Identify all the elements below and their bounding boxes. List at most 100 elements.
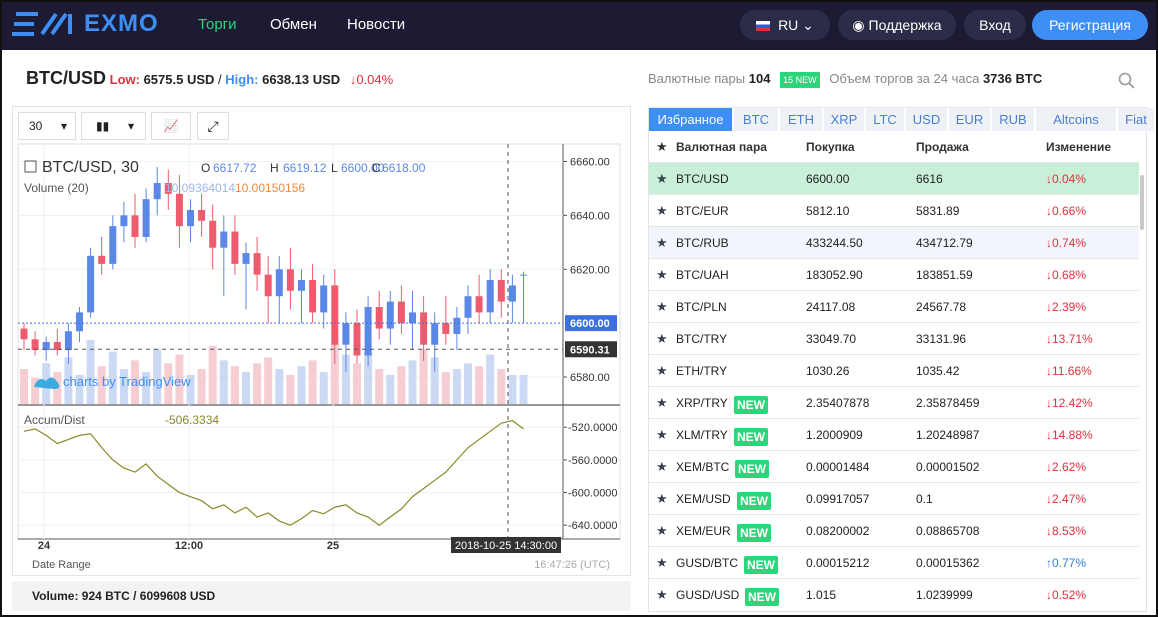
candle-body xyxy=(364,306,372,356)
row[interactable] xyxy=(649,322,1139,354)
low: 6575.5 USD xyxy=(143,72,215,87)
tab[interactable]: Altcoins xyxy=(1036,108,1116,131)
tab[interactable]: ETH xyxy=(780,108,822,131)
row[interactable] xyxy=(649,354,1139,386)
chart-type[interactable]: ▮▮ ▾ xyxy=(81,112,146,140)
tab[interactable]: RUB xyxy=(992,108,1034,131)
tab[interactable]: USD xyxy=(906,108,947,131)
lang-select[interactable]: RU ⌄ xyxy=(740,10,830,40)
row[interactable] xyxy=(649,578,1139,610)
y-tick-label: -520.0000 xyxy=(568,422,618,434)
volume-bar xyxy=(464,363,472,404)
indicators-button[interactable]: 📈 xyxy=(151,112,191,140)
change: ↓14.88% xyxy=(1046,428,1093,442)
cross-time-label: 2018-10-25 14:30:00 xyxy=(455,540,557,552)
candle-body xyxy=(298,280,305,291)
star[interactable]: ★ xyxy=(656,555,668,570)
row[interactable] xyxy=(649,258,1139,290)
new-badge: NEW xyxy=(745,588,779,606)
low-label: Low: xyxy=(109,72,140,87)
star[interactable]: ★ xyxy=(656,459,668,474)
tab[interactable]: XRP xyxy=(824,108,864,131)
row[interactable] xyxy=(649,546,1139,578)
ohlc-value: 6619.12 xyxy=(283,161,327,175)
candle-body xyxy=(220,231,228,248)
volume-value: 10.00150156 xyxy=(235,181,305,195)
row[interactable] xyxy=(649,290,1139,322)
column-header: Валютная пара xyxy=(676,140,767,154)
row[interactable] xyxy=(649,482,1139,514)
candle-body xyxy=(253,253,261,275)
menu-item[interactable]: Новости xyxy=(347,16,406,33)
star[interactable]: ★ xyxy=(656,267,668,282)
register-button[interactable]: Регистрация xyxy=(1032,10,1148,40)
sell: 1.20248987 xyxy=(916,428,980,442)
tab[interactable]: Избранное xyxy=(649,108,732,131)
row[interactable] xyxy=(649,386,1139,418)
row[interactable] xyxy=(649,514,1139,546)
fullscreen-button[interactable]: ⤢ xyxy=(197,112,229,140)
row[interactable] xyxy=(649,450,1139,482)
candle-body xyxy=(76,312,83,332)
sell: 33131.96 xyxy=(916,332,967,346)
clock: 16:47:26 (UTC) xyxy=(534,559,610,571)
star[interactable]: ★ xyxy=(656,395,668,410)
menu-item[interactable]: Обмен xyxy=(270,16,317,33)
star[interactable]: ★ xyxy=(656,363,668,378)
tab[interactable]: LTC xyxy=(866,108,904,131)
new-badge: NEW xyxy=(744,556,778,574)
row[interactable] xyxy=(649,418,1139,450)
row[interactable] xyxy=(649,194,1139,226)
menu-item[interactable]: Торги xyxy=(198,16,237,33)
volume-bar xyxy=(408,360,417,404)
last-price-tag xyxy=(565,315,617,332)
volume-bar xyxy=(330,342,339,404)
change: ↓2.47% xyxy=(1046,492,1087,506)
login-button[interactable]: Вход xyxy=(964,10,1026,40)
tab[interactable]: BTC xyxy=(734,108,778,131)
tab[interactable]: Fiat xyxy=(1118,108,1154,131)
star[interactable]: ★ xyxy=(656,299,668,314)
row[interactable] xyxy=(649,162,1139,194)
change: ↓0.74% xyxy=(1046,236,1087,250)
watermark: charts by TradingView xyxy=(63,374,191,389)
volume-value: 10.09364014 xyxy=(165,181,235,195)
ohlc-value: 6618.00 xyxy=(382,161,426,175)
volume-bar xyxy=(142,372,151,404)
row[interactable] xyxy=(649,226,1139,258)
volume-bar xyxy=(286,374,295,404)
star[interactable]: ★ xyxy=(656,171,668,186)
volume-bar xyxy=(219,360,228,404)
star[interactable]: ★ xyxy=(656,427,668,442)
candle-body xyxy=(453,317,461,334)
change: ↓13.71% xyxy=(1046,332,1093,346)
candle-body xyxy=(353,323,361,356)
change: ↓0.04% xyxy=(1046,172,1087,186)
column-header: Покупка xyxy=(806,140,855,154)
star[interactable]: ★ xyxy=(656,587,668,602)
column-header: Изменение xyxy=(1046,140,1112,154)
candle-body xyxy=(331,285,339,345)
pair: XEM/BTC xyxy=(676,460,730,474)
interval-select[interactable]: 30 ▾ xyxy=(18,112,76,140)
candle-body xyxy=(231,231,239,264)
buy: 1.2000909 xyxy=(806,428,863,442)
volume-bar xyxy=(208,345,217,404)
pair: XEM/USD xyxy=(676,492,731,506)
candle-body xyxy=(42,342,50,351)
star[interactable]: ★ xyxy=(656,491,668,506)
star[interactable]: ★ xyxy=(656,203,668,218)
logo-text[interactable]: EXMO xyxy=(84,10,159,37)
volume-bar xyxy=(119,369,128,404)
price-chart: 6660.00 6640.00 6620.00 6580.00 -520.0000 -56… xyxy=(17,143,621,571)
cross-price-label: 6590.31 xyxy=(570,344,610,356)
star[interactable]: ★ xyxy=(656,523,668,538)
tab[interactable]: EUR xyxy=(949,108,990,131)
change: ↓12.42% xyxy=(1046,396,1093,410)
support-button[interactable]: ◉ Поддержка xyxy=(838,10,956,40)
star[interactable]: ★ xyxy=(656,235,668,250)
star[interactable]: ★ xyxy=(656,331,668,346)
candle-body xyxy=(342,323,350,345)
search-icon[interactable] xyxy=(1118,72,1136,90)
sell: 6616 xyxy=(916,172,943,186)
